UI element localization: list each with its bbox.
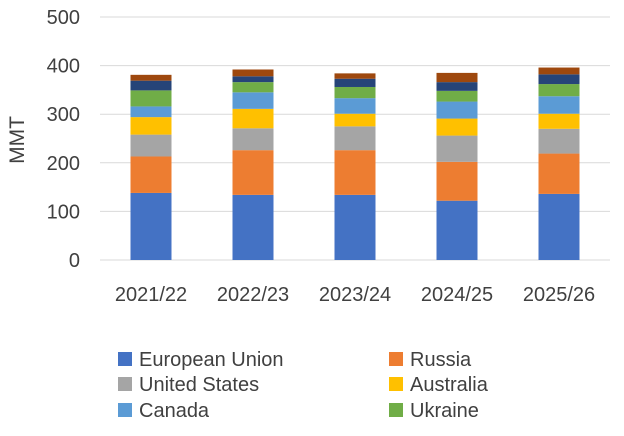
bar-segment-series-6 (334, 78, 376, 87)
bar-segment-russia (232, 150, 274, 195)
x-tick-label: 2023/24 (319, 284, 391, 306)
legend-item: Russia (389, 349, 472, 371)
bar-segment-ukraine (436, 90, 478, 102)
bar-segment-series-6 (436, 82, 478, 91)
y-tick-label: 300 (47, 104, 80, 126)
bar-segment-ukraine (130, 90, 172, 107)
bar-segment-canada (232, 92, 274, 109)
bar-segment-russia (130, 156, 172, 193)
bar-segment-australia (538, 113, 580, 129)
legend-label: Ukraine (410, 400, 479, 422)
bar-segment-series-7 (130, 74, 172, 81)
bar-segment-canada (130, 106, 172, 118)
legend-label: European Union (139, 349, 284, 371)
legend-item: Canada (118, 400, 210, 422)
legend-swatch (118, 403, 132, 417)
x-tick-label: 2025/26 (523, 284, 595, 306)
y-tick-label: 100 (47, 201, 80, 223)
y-tick-label: 200 (47, 153, 80, 175)
bar-segment-australia (232, 108, 274, 129)
bar-segment-australia (130, 117, 172, 135)
bar-segment-european-union (232, 194, 274, 260)
bar-segment-european-union (130, 192, 172, 260)
y-tick-label: 0 (69, 250, 80, 272)
legend-swatch (389, 377, 403, 391)
bar-segment-united-states (334, 126, 376, 151)
legend-swatch (389, 403, 403, 417)
y-tick-label: 400 (47, 56, 80, 78)
bar-segment-european-union (334, 194, 376, 260)
bar-segment-series-7 (232, 69, 274, 77)
bar-segment-european-union (538, 193, 580, 260)
bar-segment-series-6 (130, 80, 172, 91)
bar-segment-series-6 (232, 76, 274, 83)
y-axis-ticks: 0 100 200 300 400 500 (47, 7, 80, 272)
bar-segment-european-union (436, 200, 478, 260)
bar-segment-series-7 (334, 73, 376, 79)
bar-segment-russia (436, 161, 478, 201)
legend-swatch (389, 352, 403, 366)
bar-segment-ukraine (334, 86, 376, 99)
legend-item: Australia (389, 374, 489, 396)
bar-segment-series-7 (538, 67, 580, 75)
bar-segment-series-6 (538, 74, 580, 85)
bar-segment-russia (538, 153, 580, 194)
x-tick-label: 2024/25 (421, 284, 493, 306)
y-tick-label: 500 (47, 7, 80, 29)
legend-swatch (118, 377, 132, 391)
legend-item: Ukraine (389, 400, 479, 422)
legend-label: Australia (410, 374, 489, 396)
legend-label: Canada (139, 400, 210, 422)
bar-segment-united-states (130, 134, 172, 157)
legend: European Union Russia United States Austral… (118, 349, 489, 422)
bar-segment-united-states (538, 128, 580, 154)
legend-item: United States (118, 374, 259, 396)
bars (130, 67, 580, 260)
bar-segment-ukraine (232, 82, 274, 93)
x-tick-label: 2021/22 (115, 284, 187, 306)
bar-segment-canada (538, 96, 580, 114)
legend-label: United States (139, 374, 259, 396)
legend-item: European Union (118, 349, 284, 371)
bar-segment-ukraine (538, 84, 580, 97)
bar-segment-australia (334, 113, 376, 127)
bar-segment-series-7 (436, 72, 478, 83)
x-axis-ticks: 2021/22 2022/23 2023/24 2024/25 2025/26 (115, 284, 595, 306)
bar-segment-russia (334, 150, 376, 195)
legend-label: Russia (410, 349, 472, 371)
y-axis-title: MMT (6, 116, 29, 164)
bar-segment-canada (436, 101, 478, 119)
bar-segment-united-states (436, 135, 478, 162)
bar-segment-united-states (232, 128, 274, 151)
bar-segment-australia (436, 118, 478, 136)
x-tick-label: 2022/23 (217, 284, 289, 306)
legend-swatch (118, 352, 132, 366)
bar-segment-canada (334, 98, 376, 114)
